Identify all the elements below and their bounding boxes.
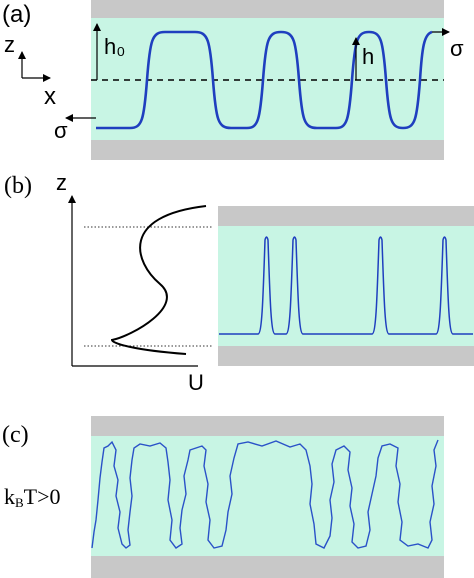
- axes-icon: [18, 51, 51, 82]
- sigma-right-label: σ: [450, 36, 464, 61]
- bottom-wall: [91, 140, 444, 160]
- axis-u-label: U: [188, 370, 204, 395]
- top-wall-c: [91, 416, 444, 436]
- panel-b-label: (b): [4, 173, 32, 199]
- top-wall: [91, 0, 444, 18]
- double-well-potential: [110, 205, 207, 355]
- h-label: h: [362, 44, 374, 69]
- panel-a: (a) z x h₀ h σ σ: [2, 0, 464, 160]
- h0-label: h₀: [104, 34, 125, 59]
- bottom-wall-b: [218, 346, 474, 366]
- peaked-interface: [219, 236, 473, 335]
- panel-b: (b) z U: [4, 170, 474, 395]
- axis-x-label: x: [44, 83, 56, 110]
- panel-c: (c) kBT>0: [2, 416, 444, 578]
- sigma-left-label: σ: [54, 118, 68, 143]
- axis-z-label: z: [4, 32, 15, 57]
- thermal-condition-label: kBT>0: [4, 484, 61, 510]
- interface-curve: [96, 30, 433, 130]
- top-wall-b: [218, 206, 474, 226]
- fluid-layer-c: [91, 436, 444, 556]
- panel-a-label: (a): [2, 1, 31, 28]
- fluctuating-interface: [91, 439, 439, 549]
- axis-z-label-b: z: [56, 170, 67, 195]
- bottom-wall-c: [91, 556, 444, 578]
- panel-c-label: (c): [2, 422, 29, 448]
- fluid-layer-b: [218, 226, 474, 346]
